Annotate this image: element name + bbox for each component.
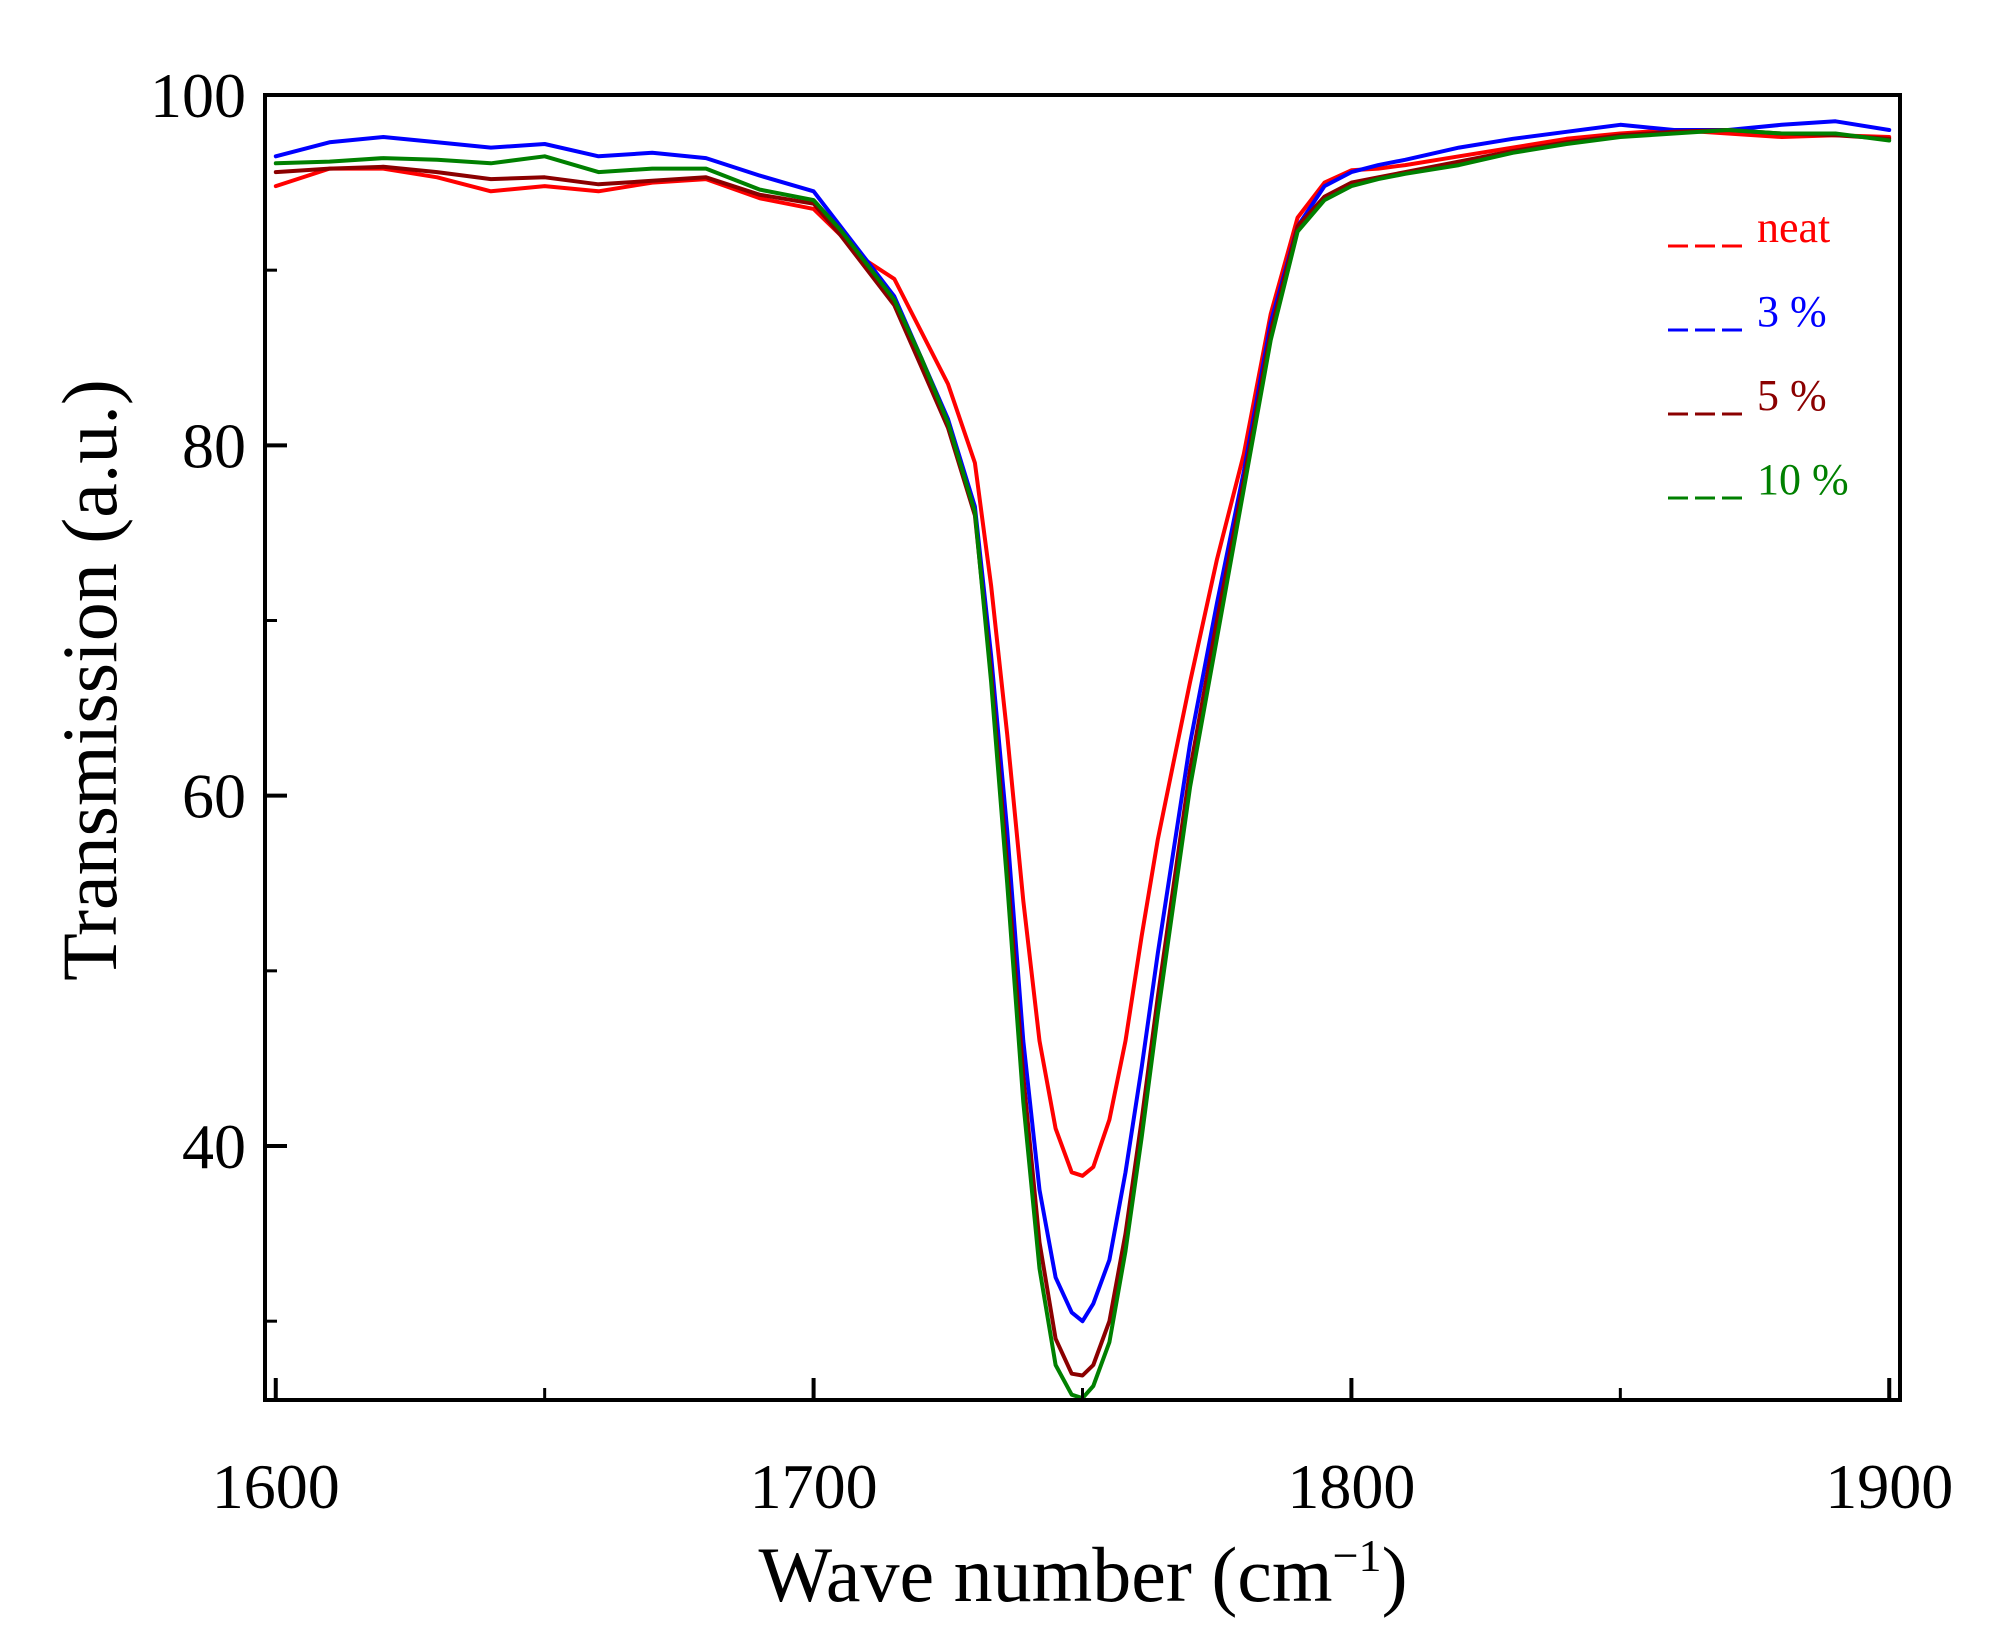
- axis-ticks: [265, 93, 1892, 1400]
- legend-label: 3 %: [1757, 287, 1827, 336]
- tick-labels: 1600 1700 1800 1900 40 60 80 100: [150, 60, 1953, 1522]
- y-tick-label: 100: [150, 60, 246, 131]
- series-line-3: [273, 128, 1892, 1401]
- x-tick-label: 1800: [1287, 1451, 1415, 1522]
- y-axis-title: Transmission (a.u.): [46, 379, 133, 981]
- x-tick-label: 1700: [750, 1451, 878, 1522]
- legend-label: 5 %: [1757, 371, 1827, 420]
- x-axis-title: Wave number (cm−1): [758, 1530, 1407, 1618]
- y-tick-label: 40: [182, 1111, 246, 1182]
- series-line-1: [273, 119, 1892, 1324]
- series-line-2: [273, 128, 1892, 1378]
- x-tick-label: 1600: [212, 1451, 340, 1522]
- x-axis-title-superscript: −1: [1333, 1530, 1382, 1581]
- plot-frame: [263, 93, 1902, 1402]
- legend-label: neat: [1757, 203, 1830, 252]
- plot-lines: [273, 119, 1892, 1401]
- y-tick-label: 80: [182, 410, 246, 481]
- series-line-0: [273, 128, 1892, 1178]
- y-tick-label: 60: [182, 761, 246, 832]
- x-tick-label: 1900: [1825, 1451, 1953, 1522]
- x-axis-title-close: ): [1382, 1531, 1408, 1618]
- legend: neat 3 % 5 % 10 %: [1668, 203, 1849, 504]
- x-axis-title-main: Wave number (cm: [758, 1531, 1332, 1618]
- legend-label: 10 %: [1757, 455, 1849, 504]
